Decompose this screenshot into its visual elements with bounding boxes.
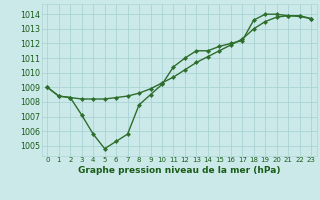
X-axis label: Graphe pression niveau de la mer (hPa): Graphe pression niveau de la mer (hPa) bbox=[78, 166, 280, 175]
